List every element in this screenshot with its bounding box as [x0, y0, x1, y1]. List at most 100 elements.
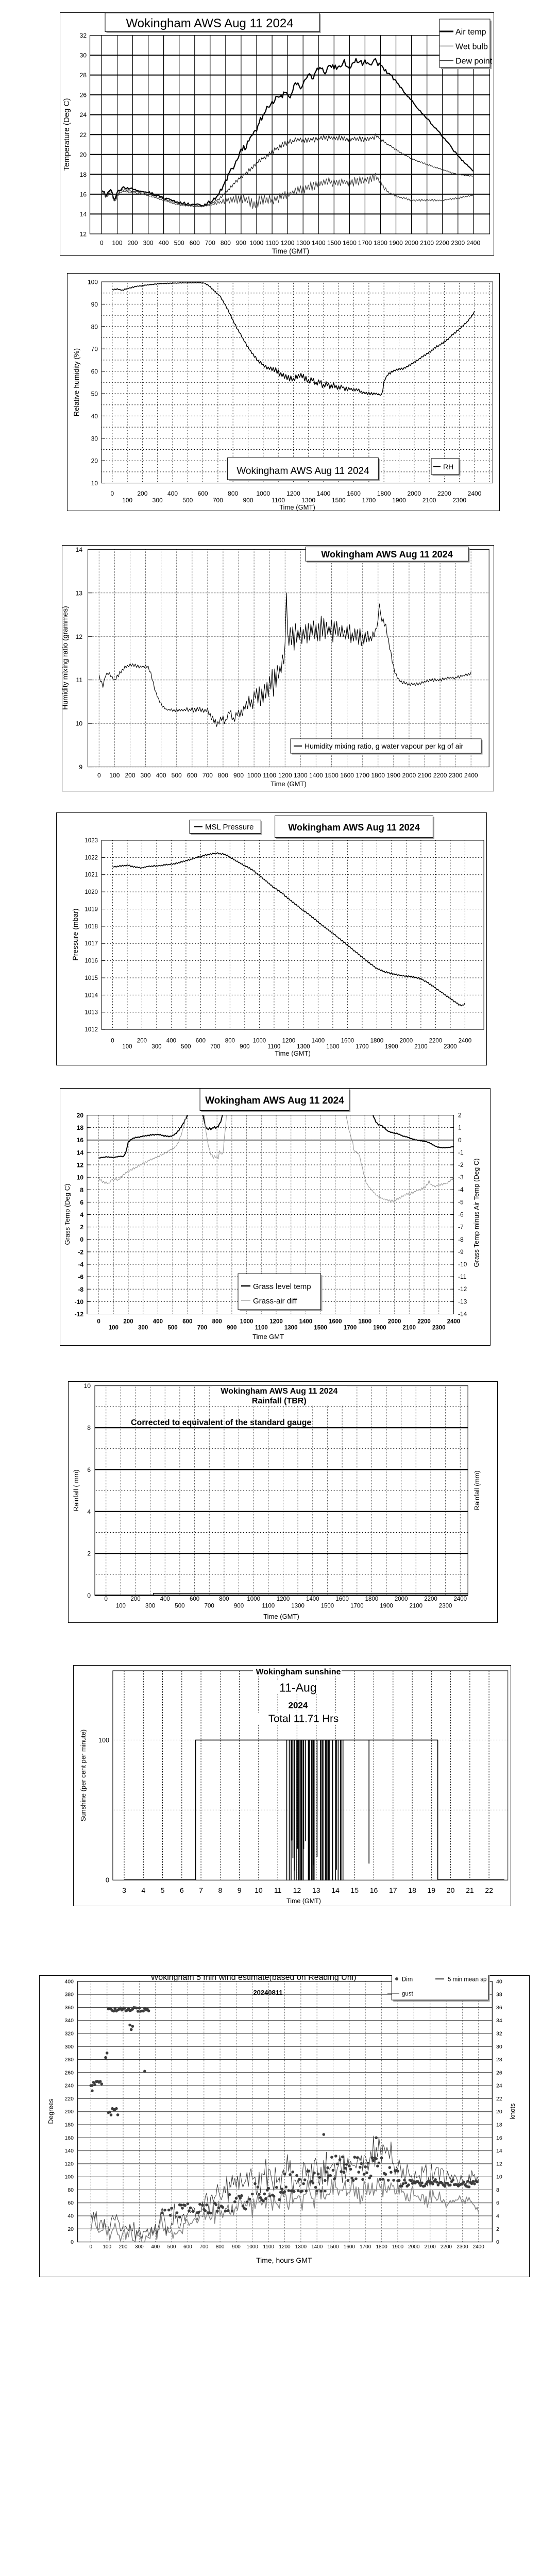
svg-text:1600: 1600	[341, 1038, 354, 1044]
svg-text:18: 18	[496, 2122, 502, 2128]
svg-text:Grass level temp: Grass level temp	[253, 1282, 311, 1291]
svg-text:0: 0	[100, 240, 104, 247]
svg-text:2: 2	[458, 1112, 462, 1119]
svg-text:220: 220	[64, 2096, 74, 2102]
svg-text:1300: 1300	[291, 1603, 305, 1609]
svg-text:1700: 1700	[344, 1325, 357, 1331]
svg-text:-12: -12	[75, 1311, 84, 1318]
svg-text:1100: 1100	[262, 1603, 275, 1609]
svg-text:Pressure (mbar): Pressure (mbar)	[71, 908, 79, 960]
svg-text:2300: 2300	[451, 240, 465, 247]
svg-text:4: 4	[141, 1886, 145, 1894]
svg-text:2300: 2300	[457, 2244, 468, 2250]
svg-text:2000: 2000	[408, 2244, 420, 2250]
svg-text:900: 900	[234, 1603, 244, 1609]
svg-text:20: 20	[80, 151, 87, 158]
svg-text:2200: 2200	[417, 1319, 431, 1325]
svg-text:22: 22	[80, 131, 87, 139]
svg-text:Sunshine (per cent per minute): Sunshine (per cent per minute)	[79, 1730, 87, 1821]
svg-text:13: 13	[76, 589, 83, 597]
svg-text:24: 24	[80, 111, 87, 118]
svg-text:900: 900	[240, 1044, 249, 1050]
svg-text:6: 6	[496, 2200, 499, 2206]
svg-text:1013: 1013	[84, 1010, 98, 1016]
svg-text:14: 14	[496, 2148, 502, 2154]
svg-text:1700: 1700	[360, 2244, 371, 2250]
svg-text:1500: 1500	[326, 1044, 340, 1050]
svg-text:2300: 2300	[452, 497, 466, 504]
svg-text:Humidity mixing ratio (grammes: Humidity mixing ratio (grammes)	[62, 606, 69, 709]
svg-text:22: 22	[485, 1886, 493, 1894]
svg-text:8: 8	[80, 1187, 83, 1194]
svg-text:0: 0	[110, 490, 114, 497]
svg-text:1200: 1200	[279, 2244, 291, 2250]
svg-text:2: 2	[80, 1224, 83, 1231]
svg-text:36: 36	[496, 2005, 502, 2011]
svg-text:1400: 1400	[312, 240, 326, 247]
svg-text:10: 10	[496, 2174, 502, 2180]
svg-text:300: 300	[151, 1044, 161, 1050]
svg-text:16: 16	[80, 191, 87, 198]
svg-text:1500: 1500	[325, 772, 339, 779]
svg-text:1900: 1900	[392, 2244, 404, 2250]
svg-text:1800: 1800	[358, 1319, 371, 1325]
svg-text:7: 7	[199, 1886, 203, 1894]
svg-text:1000: 1000	[247, 1596, 260, 1602]
svg-text:1014: 1014	[84, 992, 98, 998]
svg-text:400: 400	[153, 1319, 163, 1325]
svg-text:Total 11.71 Hrs: Total 11.71 Hrs	[268, 1713, 339, 1725]
svg-text:1000: 1000	[250, 240, 264, 247]
svg-text:1600: 1600	[344, 2244, 356, 2250]
svg-text:18: 18	[80, 171, 87, 178]
svg-text:0: 0	[458, 1137, 462, 1144]
svg-text:0: 0	[111, 1038, 114, 1044]
svg-text:200: 200	[125, 772, 135, 779]
svg-text:240: 240	[64, 2083, 74, 2089]
svg-text:2: 2	[87, 1550, 91, 1557]
svg-text:40: 40	[67, 2213, 74, 2219]
svg-text:500: 500	[168, 1325, 178, 1331]
svg-text:Dew point: Dew point	[455, 57, 493, 66]
svg-text:500: 500	[181, 1044, 191, 1050]
svg-text:-8: -8	[458, 1236, 464, 1243]
svg-text:600: 600	[196, 1038, 206, 1044]
svg-text:Air temp: Air temp	[455, 28, 486, 37]
svg-text:500: 500	[172, 772, 182, 779]
svg-text:800: 800	[212, 1319, 222, 1325]
svg-text:Degrees: Degrees	[47, 2098, 55, 2124]
svg-text:1000: 1000	[256, 490, 270, 497]
svg-text:1023: 1023	[84, 838, 98, 844]
svg-text:400: 400	[151, 2244, 160, 2250]
svg-text:30: 30	[496, 2044, 502, 2050]
svg-text:2400: 2400	[454, 1596, 467, 1602]
svg-text:1400: 1400	[312, 1038, 325, 1044]
svg-text:1500: 1500	[327, 2244, 339, 2250]
svg-text:2200: 2200	[424, 1596, 437, 1602]
svg-text:Wokingham AWS Aug 11 2024: Wokingham AWS Aug 11 2024	[205, 1095, 344, 1106]
svg-text:2000: 2000	[402, 772, 416, 779]
svg-text:200: 200	[127, 240, 138, 247]
svg-text:2200: 2200	[437, 490, 451, 497]
svg-text:500: 500	[182, 497, 193, 504]
svg-text:6: 6	[80, 1199, 83, 1206]
svg-text:500: 500	[174, 240, 184, 247]
svg-text:1019: 1019	[84, 907, 98, 913]
svg-text:1200: 1200	[269, 1319, 283, 1325]
svg-text:Humidity mixing ratio, g water: Humidity mixing ratio, g water vapour pe…	[305, 742, 463, 750]
svg-text:100: 100	[109, 772, 120, 779]
svg-text:1400: 1400	[317, 490, 331, 497]
svg-text:60: 60	[91, 368, 98, 375]
svg-text:0: 0	[106, 1877, 109, 1884]
svg-text:360: 360	[64, 2005, 74, 2011]
svg-text:700: 700	[205, 240, 215, 247]
svg-text:300: 300	[135, 2244, 144, 2250]
svg-text:500: 500	[175, 1603, 184, 1609]
svg-text:600: 600	[187, 772, 197, 779]
svg-text:Relative humidity (%): Relative humidity (%)	[72, 348, 80, 416]
svg-text:10: 10	[255, 1886, 263, 1894]
svg-text:Wokingham 5 min wind estimate(: Wokingham 5 min wind estimate(based on R…	[150, 1975, 356, 1982]
svg-text:Rainfall (TBR): Rainfall (TBR)	[252, 1397, 307, 1405]
svg-text:-10: -10	[458, 1261, 467, 1268]
svg-text:Wokingham AWS Aug 11 2024: Wokingham AWS Aug 11 2024	[126, 16, 293, 30]
svg-text:24: 24	[496, 2083, 502, 2089]
